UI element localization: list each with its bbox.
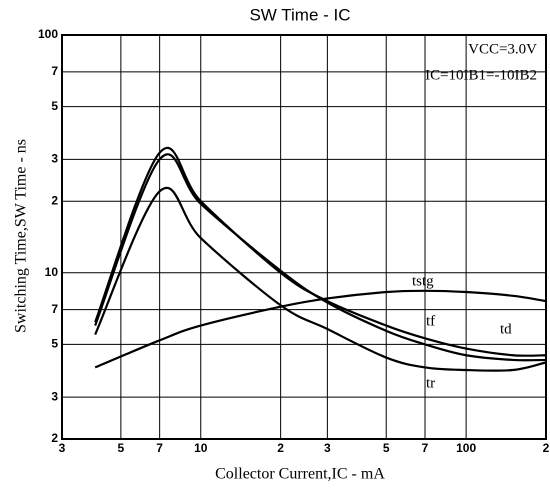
series-line [94, 146, 547, 357]
series-label: tstg [412, 273, 434, 289]
chart-title: SW Time - IC [249, 5, 350, 24]
x-tick-label: 5 [118, 441, 125, 455]
x-tick-label: 5 [383, 441, 390, 455]
y-tick-label: 5 [51, 337, 58, 351]
x-tick-label: 3 [59, 441, 66, 455]
y-tick-label: 7 [51, 64, 58, 78]
x-tick-label: 10 [194, 441, 208, 455]
y-tick-label: 7 [51, 302, 58, 316]
y-tick-label: 5 [51, 99, 58, 113]
x-tick-label: 2 [277, 441, 284, 455]
series-label: tf [426, 313, 435, 329]
y-tick-label: 10 [45, 265, 59, 279]
y-tick-label: 100 [38, 27, 58, 41]
x-axis-label: Collector Current,IC - mA [215, 466, 385, 483]
y-tick-label: 2 [51, 193, 58, 207]
x-tick-label: 2 [543, 441, 550, 455]
series-line [94, 289, 547, 369]
annotation: IC=10IB1=-10IB2 [425, 67, 537, 83]
x-tick-label: 100 [456, 441, 476, 455]
y-tick-label: 3 [51, 389, 58, 403]
x-tick-label: 7 [422, 441, 429, 455]
x-tick-label: 3 [324, 441, 331, 455]
y-axis-label: Switching Time,SW Time - ns [13, 139, 30, 333]
series-label: td [500, 321, 512, 337]
series-line [94, 153, 547, 362]
series-line [94, 187, 547, 372]
annotation: VCC=3.0V [468, 41, 537, 57]
y-tick-label: 3 [51, 152, 58, 166]
x-tick-label: 7 [156, 441, 163, 455]
series-label: tr [426, 375, 435, 391]
y-tick-label: 2 [51, 431, 58, 445]
